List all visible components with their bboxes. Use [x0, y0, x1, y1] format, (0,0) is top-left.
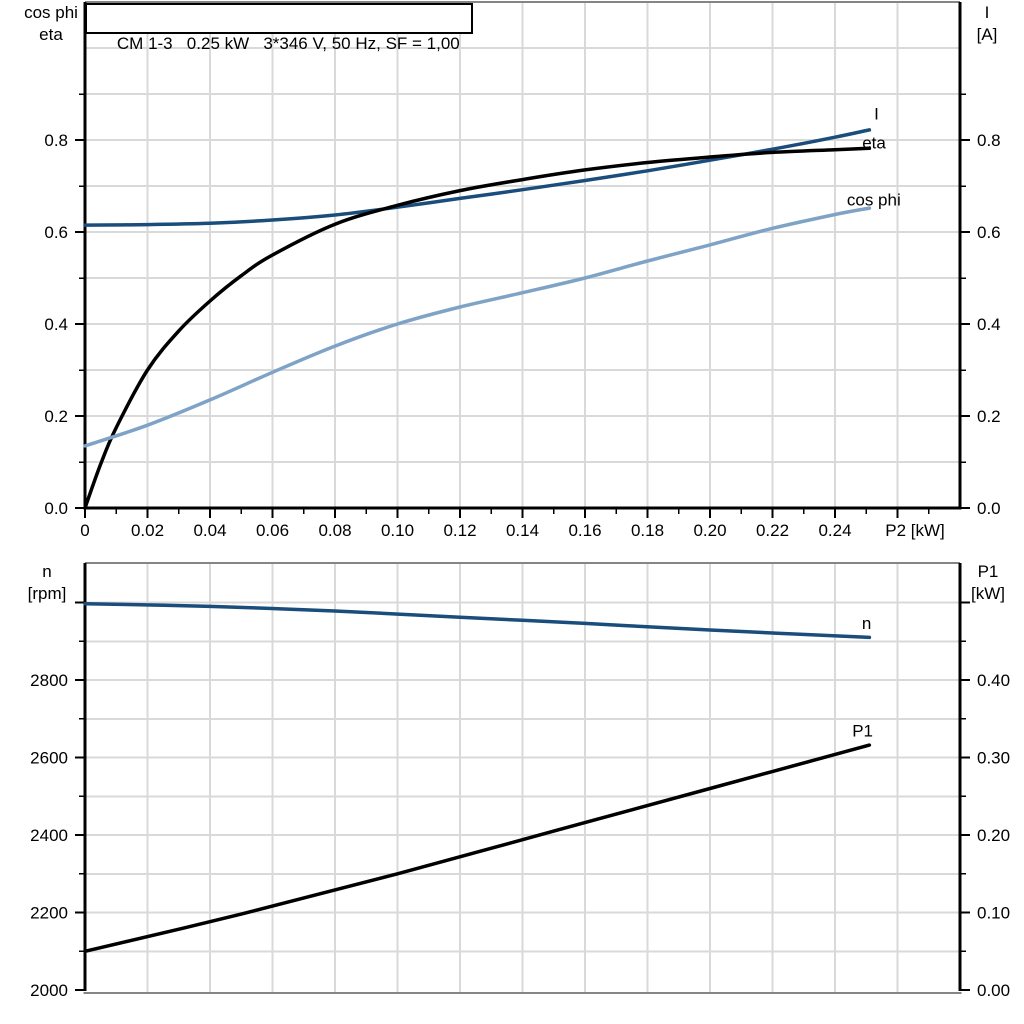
y-left-tick-label: 2400 [30, 826, 68, 845]
panel-bottom: 2000 2200 2400 2600 2800 0.00 0.10 0.20 0.30 0.40… [30, 562, 1010, 1000]
y-left-tick-label: 0.0 [44, 499, 68, 518]
x-tick-label: 0.08 [318, 521, 351, 540]
y-left-tick-label: 2800 [30, 671, 68, 690]
y-right-tick-label: 0.10 [977, 904, 1010, 923]
panel-top: 0 0.02 0.04 0.06 0.08 0.10 0.12 0.14 0.16 0.18 0.2… [44, 1, 1001, 540]
axis-unit-line: [kW] [971, 584, 1005, 603]
y-left-tick-label: 0.6 [44, 223, 68, 242]
x-tick-label: 0.18 [631, 521, 664, 540]
y-right-tick-label: 0.40 [977, 671, 1010, 690]
axis-unit-line: cos phi [24, 3, 78, 22]
y-left-tick-label: 0.8 [44, 131, 68, 150]
curve-n [83, 601, 872, 640]
curve-label-p1: P1 [852, 722, 873, 741]
chart-title: CM 1-3 0.25 kW 3*346 V, 50 Hz, SF = 1,00 [116, 34, 460, 53]
x-tick-label: 0.16 [568, 521, 601, 540]
y-right-tick-label: 0.20 [977, 826, 1010, 845]
curve-label-eta: eta [862, 133, 886, 152]
y-left-tick-label: 0.2 [44, 407, 68, 426]
x-axis-label: P2 [kW] [885, 521, 945, 540]
x-tick-label: 0 [80, 521, 89, 540]
y-left-tick-label: 2200 [30, 904, 68, 923]
curve-cos-phi [83, 206, 872, 448]
x-tick-label: 0.04 [193, 521, 226, 540]
top-left-axis-unit: cos phi eta [6, 2, 96, 46]
axis-unit-line: P1 [977, 562, 999, 581]
curve-label-i: I [874, 104, 879, 123]
bottom-right-axis-unit: P1 [kW] [943, 561, 1024, 605]
axis-unit-line: I [984, 3, 990, 22]
x-tick-label: 0.06 [256, 521, 289, 540]
axis-unit-line: eta [39, 25, 63, 44]
x-tick-label: 0.20 [693, 521, 726, 540]
y-left-tick-label: 2000 [30, 981, 68, 1000]
curve-i [83, 128, 872, 227]
curve-label-n: n [862, 614, 871, 633]
y-left-tick-label: 0.4 [44, 315, 68, 334]
curve-p1 [83, 743, 872, 954]
x-tick-label: 0.10 [381, 521, 414, 540]
curve-label-cos-phi: cos phi [847, 190, 901, 209]
bottom-left-axis-unit: n [rpm] [2, 561, 92, 605]
y-right-tick-label: 0.30 [977, 749, 1010, 768]
y-right-tick-label: 0.6 [977, 223, 1001, 242]
y-right-tick-label: 0.0 [977, 499, 1001, 518]
y-right-tick-label: 0.8 [977, 131, 1001, 150]
axis-unit-line: [A] [976, 25, 998, 44]
chart-title-box: CM 1-3 0.25 kW 3*346 V, 50 Hz, SF = 1,00 [85, 3, 473, 53]
axis-unit-line: [rpm] [27, 584, 67, 603]
y-right-tick-label: 0.00 [977, 981, 1010, 1000]
top-right-axis-unit: I [A] [942, 2, 1024, 46]
y-right-tick-label: 0.2 [977, 407, 1001, 426]
x-tick-label: 0.14 [506, 521, 539, 540]
y-left-tick-label: 2600 [30, 749, 68, 768]
y-right-tick-label: 0.4 [977, 315, 1001, 334]
axis-unit-line: n [42, 562, 52, 581]
x-tick-label: 0.24 [818, 521, 851, 540]
x-tick-label: 0.22 [756, 521, 789, 540]
x-tick-label: 0.02 [131, 521, 164, 540]
curve-eta [83, 146, 872, 510]
x-tick-label: 0.12 [443, 521, 476, 540]
